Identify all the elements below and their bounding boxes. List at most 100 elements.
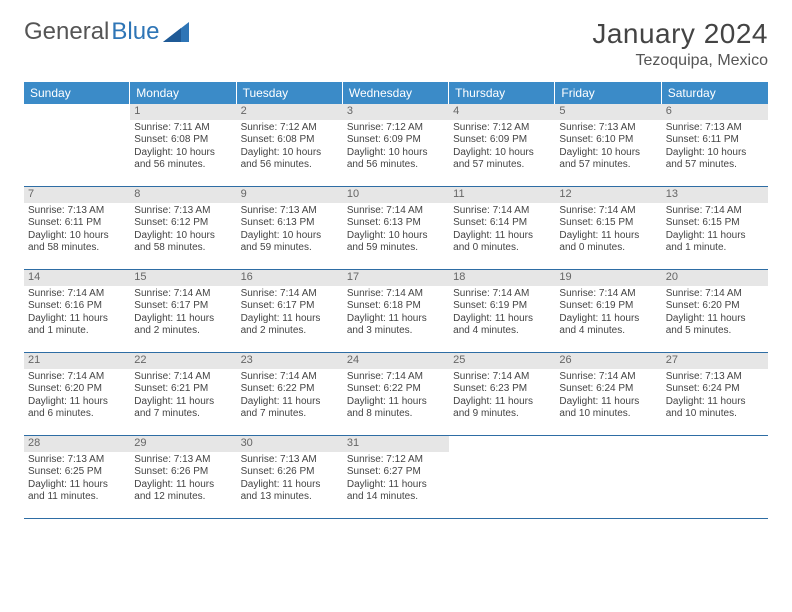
week-row: 14Sunrise: 7:14 AMSunset: 6:16 PMDayligh… [24,270,768,353]
sunrise-text: Sunrise: 7:14 AM [347,371,445,384]
day-body: Sunrise: 7:14 AMSunset: 6:24 PMDaylight:… [555,371,661,425]
day-cell: 20Sunrise: 7:14 AMSunset: 6:20 PMDayligh… [662,270,768,352]
day-cell: 9Sunrise: 7:13 AMSunset: 6:13 PMDaylight… [237,187,343,269]
day-body: Sunrise: 7:14 AMSunset: 6:20 PMDaylight:… [24,371,130,425]
day-cell: 6Sunrise: 7:13 AMSunset: 6:11 PMDaylight… [662,104,768,186]
day-number: 21 [24,353,130,369]
sunrise-text: Sunrise: 7:12 AM [347,122,445,135]
sunrise-text: Sunrise: 7:13 AM [134,454,232,467]
sunset-text: Sunset: 6:09 PM [347,134,445,147]
day-number: 15 [130,270,236,286]
daylight-text: Daylight: 11 hours and 0 minutes. [453,230,551,255]
sunset-text: Sunset: 6:22 PM [347,383,445,396]
day-cell: 10 Sunrise: 7:14 AMSunset: 6:13 PMDayligh… [343,187,449,269]
sunrise-text: Sunrise: 7:13 AM [241,205,339,218]
day-number: 26 [555,353,661,369]
sunrise-text: Sunrise: 7:14 AM [559,205,657,218]
sunrise-text: Sunrise: 7:14 AM [241,371,339,384]
logo-text-a: General [24,18,109,46]
sunset-text: Sunset: 6:11 PM [28,217,126,230]
day-cell: 12Sunrise: 7:14 AMSunset: 6:15 PMDayligh… [555,187,661,269]
day-number: 14 [24,270,130,286]
daylight-text: Daylight: 11 hours and 2 minutes. [241,313,339,338]
day-body: Sunrise: 7:12 AMSunset: 6:08 PMDaylight:… [237,122,343,176]
day-number: 18 [449,270,555,286]
day-number: 1 [130,104,236,120]
month-title: January 2024 [592,18,768,50]
day-header-row: Sunday Monday Tuesday Wednesday Thursday… [24,82,768,104]
daylight-text: Daylight: 11 hours and 14 minutes. [347,479,445,504]
daylight-text: Daylight: 11 hours and 0 minutes. [559,230,657,255]
day-body: Sunrise: 7:11 AMSunset: 6:08 PMDaylight:… [130,122,236,176]
daylight-text: Daylight: 10 hours and 57 minutes. [453,147,551,172]
day-number: 13 [662,187,768,203]
sunset-text: Sunset: 6:19 PM [559,300,657,313]
day-header: Thursday [449,82,555,104]
sunset-text: Sunset: 6:10 PM [559,134,657,147]
day-cell: 1 Sunrise: 7:11 AMSunset: 6:08 PMDaylight… [130,104,236,186]
day-number: 19 [555,270,661,286]
sunset-text: Sunset: 6:11 PM [666,134,764,147]
day-body: Sunrise: 7:13 AMSunset: 6:24 PMDaylight:… [662,371,768,425]
day-number: 25 [449,353,555,369]
day-number: 27 [662,353,768,369]
sunset-text: Sunset: 6:19 PM [453,300,551,313]
day-cell: 17Sunrise: 7:14 AMSunset: 6:18 PMDayligh… [343,270,449,352]
sunset-text: Sunset: 6:17 PM [134,300,232,313]
sunrise-text: Sunrise: 7:14 AM [453,205,551,218]
week-row: 1Sunrise: 7:11 AMSunset: 6:08 PMDaylight… [24,104,768,187]
day-cell: 22Sunrise: 7:14 AMSunset: 6:21 PMDayligh… [130,353,236,435]
day-cell: 21 Sunrise: 7:14 AMSunset: 6:20 PMDayligh… [24,353,130,435]
day-body: Sunrise: 7:14 AMSunset: 6:13 PMDaylight:… [343,205,449,259]
day-cell: 13Sunrise: 7:14 AMSunset: 6:15 PMDayligh… [662,187,768,269]
sunrise-text: Sunrise: 7:14 AM [559,371,657,384]
day-cell [662,436,768,518]
day-number: 28 [24,436,130,452]
day-header: Monday [130,82,236,104]
sunset-text: Sunset: 6:23 PM [453,383,551,396]
day-body: Sunrise: 7:13 AMSunset: 6:11 PMDaylight:… [24,205,130,259]
day-cell: 15 Sunrise: 7:14 AMSunset: 6:17 PMDayligh… [130,270,236,352]
day-cell: 28 Sunrise: 7:13 AMSunset: 6:25 PMDayligh… [24,436,130,518]
sunset-text: Sunset: 6:08 PM [241,134,339,147]
sunrise-text: Sunrise: 7:11 AM [134,122,232,135]
day-header: Saturday [662,82,768,104]
day-cell: 8Sunrise: 7:13 AMSunset: 6:12 PMDaylight… [130,187,236,269]
sunrise-text: Sunrise: 7:12 AM [241,122,339,135]
day-cell [24,104,130,186]
sunset-text: Sunset: 6:16 PM [28,300,126,313]
day-cell: 31Sunrise: 7:12 AMSunset: 6:27 PMDayligh… [343,436,449,518]
daylight-text: Daylight: 10 hours and 58 minutes. [134,230,232,255]
day-body: Sunrise: 7:14 AMSunset: 6:22 PMDaylight:… [237,371,343,425]
sunset-text: Sunset: 6:24 PM [559,383,657,396]
sunrise-text: Sunrise: 7:12 AM [453,122,551,135]
day-number: 17 [343,270,449,286]
day-header: Friday [555,82,661,104]
day-body: Sunrise: 7:14 AMSunset: 6:19 PMDaylight:… [555,288,661,342]
weeks-container: 1Sunrise: 7:11 AMSunset: 6:08 PMDaylight… [24,104,768,519]
logo-triangle-icon [163,22,189,42]
day-cell: 25Sunrise: 7:14 AMSunset: 6:23 PMDayligh… [449,353,555,435]
day-body: Sunrise: 7:13 AMSunset: 6:25 PMDaylight:… [24,454,130,508]
logo-text-b: Blue [111,18,159,46]
day-number: 10 [343,187,449,203]
day-number: 11 [449,187,555,203]
day-cell: 7Sunrise: 7:13 AMSunset: 6:11 PMDaylight… [24,187,130,269]
day-cell: 14 Sunrise: 7:14 AMSunset: 6:16 PMDayligh… [24,270,130,352]
day-number: 24 [343,353,449,369]
day-body: Sunrise: 7:12 AMSunset: 6:09 PMDaylight:… [343,122,449,176]
sunset-text: Sunset: 6:17 PM [241,300,339,313]
sunrise-text: Sunrise: 7:14 AM [134,288,232,301]
day-body: Sunrise: 7:14 AMSunset: 6:17 PMDaylight:… [130,288,236,342]
sunrise-text: Sunrise: 7:14 AM [28,288,126,301]
daylight-text: Daylight: 10 hours and 57 minutes. [666,147,764,172]
sunset-text: Sunset: 6:13 PM [241,217,339,230]
day-number: 30 [237,436,343,452]
daylight-text: Daylight: 10 hours and 56 minutes. [134,147,232,172]
sunset-text: Sunset: 6:08 PM [134,134,232,147]
day-body: Sunrise: 7:13 AMSunset: 6:13 PMDaylight:… [237,205,343,259]
title-block: January 2024 Tezoquipa, Mexico [592,18,768,70]
sunrise-text: Sunrise: 7:13 AM [241,454,339,467]
day-body: Sunrise: 7:14 AMSunset: 6:16 PMDaylight:… [24,288,130,342]
day-number: 2 [237,104,343,120]
